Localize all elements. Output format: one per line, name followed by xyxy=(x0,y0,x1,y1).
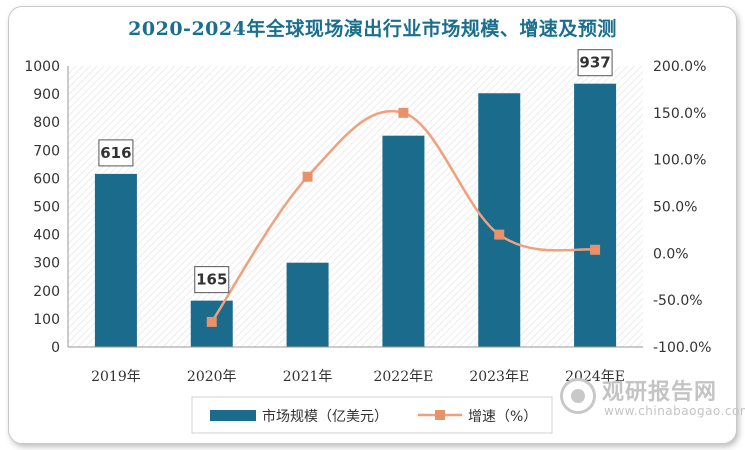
y-right-tick-label-0: -100.0% xyxy=(653,340,711,356)
growth-marker-2 xyxy=(302,171,313,182)
data-label-box-0 xyxy=(98,139,134,167)
x-tick-label-1: 2020年 xyxy=(187,369,237,385)
legend-label-line: 增速（%） xyxy=(468,409,537,425)
data-label-1: 165 xyxy=(196,271,227,289)
y-left-tick-label-10: 1000 xyxy=(24,59,60,75)
x-tick-label-3: 2022年E xyxy=(373,369,433,385)
y-right-tick-label-6: 200.0% xyxy=(653,59,706,75)
y-left-tick-label-7: 700 xyxy=(33,143,60,159)
data-label-box-5 xyxy=(577,49,613,77)
watermark-logo: 观研报告网 www.chinabaogao.com xyxy=(560,372,745,436)
bar-5 xyxy=(574,83,617,347)
data-label-5: 937 xyxy=(579,54,610,72)
x-tick-label-0: 2019年 xyxy=(91,369,141,385)
chart-title: 2020-2024年全球现场演出行业市场规模、增速及预测 xyxy=(128,18,617,40)
y-left-tick-label-9: 900 xyxy=(33,87,60,103)
growth-marker-3 xyxy=(398,107,409,118)
legend-label-bar: 市场规模（亿美元） xyxy=(262,408,388,425)
bar-3 xyxy=(382,135,425,347)
growth-marker-5 xyxy=(590,244,601,255)
y-left-tick-label-0: 0 xyxy=(51,340,60,356)
data-label-box-1 xyxy=(194,266,230,294)
data-label-0: 616 xyxy=(100,144,131,162)
plot-area xyxy=(68,66,643,347)
y-left-tick-label-5: 500 xyxy=(33,200,60,216)
y-left-tick-label-8: 800 xyxy=(33,115,60,131)
y-left-tick-label-1: 100 xyxy=(33,312,60,328)
x-tick-label-4: 2023年E xyxy=(469,369,529,385)
watermark-text-en: www.chinabaogao.com xyxy=(604,404,745,418)
watermark-text-cn: 观研报告网 xyxy=(602,380,718,405)
growth-marker-1 xyxy=(206,316,217,327)
bar-2 xyxy=(286,262,329,347)
legend-swatch-marker xyxy=(435,410,445,420)
y-left-tick-label-2: 200 xyxy=(33,284,60,300)
y-right-tick-label-2: 0.0% xyxy=(653,246,689,262)
bar-0 xyxy=(94,173,137,347)
y-right-tick-label-5: 150.0% xyxy=(653,106,706,122)
y-right-tick-label-4: 100.0% xyxy=(653,153,706,169)
x-tick-label-2: 2021年 xyxy=(283,369,333,385)
y-right-tick-label-1: -50.0% xyxy=(653,293,703,309)
y-left-tick-label-6: 600 xyxy=(33,171,60,187)
growth-marker-4 xyxy=(494,229,505,240)
y-left-tick-label-4: 400 xyxy=(33,228,60,244)
legend-swatch-bar xyxy=(210,410,256,421)
watermark-icon xyxy=(560,378,596,414)
y-right-tick-label-3: 50.0% xyxy=(653,200,697,216)
y-left-tick-label-3: 300 xyxy=(33,256,60,272)
